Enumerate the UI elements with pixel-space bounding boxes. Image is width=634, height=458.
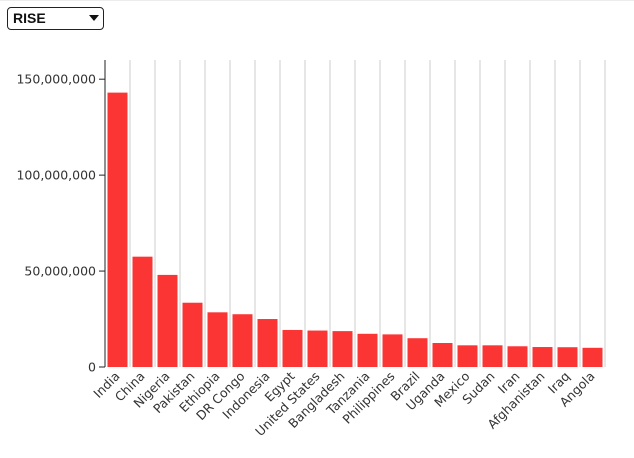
- bar: [557, 347, 578, 367]
- y-tick-label: 150,000,000: [16, 72, 96, 87]
- metric-select-dropdown[interactable]: RISE: [7, 7, 104, 30]
- bar: [282, 329, 303, 367]
- bar: [432, 343, 453, 367]
- bar: [357, 333, 378, 367]
- bar: [307, 330, 328, 367]
- bar: [507, 346, 528, 367]
- bar: [132, 256, 153, 367]
- chevron-down-icon: [89, 15, 99, 21]
- metric-select-value: RISE: [13, 10, 46, 26]
- bar: [182, 302, 203, 367]
- bar: [332, 331, 353, 367]
- top-divider: [0, 0, 634, 1]
- bar: [582, 347, 603, 367]
- bar: [482, 345, 503, 367]
- bar: [232, 314, 253, 367]
- bar: [207, 312, 228, 367]
- bar: [157, 274, 178, 367]
- bar: [457, 345, 478, 367]
- y-tick-label: 0: [88, 360, 96, 375]
- y-tick-label: 50,000,000: [24, 264, 96, 279]
- bar: [257, 319, 278, 367]
- bar: [532, 347, 553, 367]
- bar: [107, 92, 128, 368]
- bar: [407, 338, 428, 367]
- y-tick-label: 100,000,000: [16, 168, 96, 183]
- bar: [382, 334, 403, 367]
